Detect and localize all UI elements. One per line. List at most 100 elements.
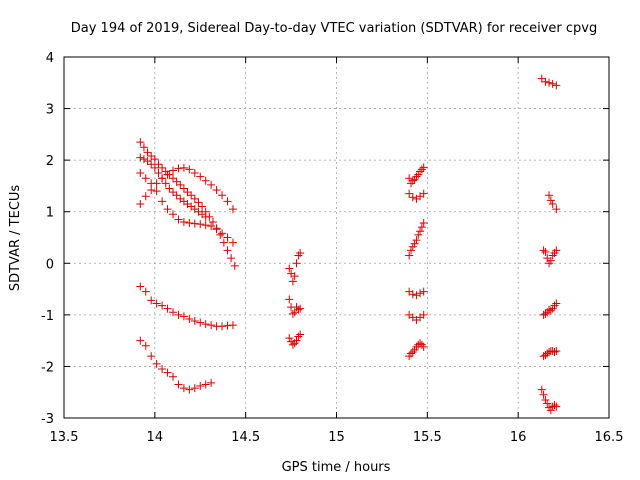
data-point bbox=[552, 205, 561, 214]
data-point bbox=[541, 309, 550, 318]
data-point bbox=[227, 254, 236, 263]
data-point bbox=[141, 174, 150, 183]
data-point bbox=[201, 221, 210, 230]
data-point bbox=[190, 169, 199, 178]
x-tick-label: 16 bbox=[510, 430, 527, 445]
data-point bbox=[212, 186, 221, 195]
series-arc-l bbox=[405, 219, 428, 260]
data-point bbox=[179, 312, 188, 321]
data-point bbox=[541, 247, 550, 256]
x-tick-label: 13.5 bbox=[50, 430, 79, 445]
data-point bbox=[196, 318, 205, 327]
data-point bbox=[419, 287, 428, 296]
y-axis-label: SDTVAR / TECUs bbox=[8, 185, 23, 292]
data-point bbox=[174, 380, 183, 389]
data-point bbox=[541, 395, 550, 404]
data-point bbox=[223, 233, 232, 242]
series-arc-h bbox=[285, 295, 305, 318]
data-point bbox=[417, 223, 426, 232]
data-point bbox=[207, 378, 216, 387]
data-point bbox=[158, 197, 167, 206]
data-point bbox=[216, 230, 225, 239]
data-point bbox=[285, 264, 294, 273]
y-tick-label: 3 bbox=[46, 103, 54, 118]
data-point bbox=[296, 248, 305, 257]
data-point bbox=[196, 382, 205, 391]
data-point bbox=[207, 222, 216, 231]
data-point bbox=[208, 218, 217, 227]
data-point bbox=[290, 272, 299, 281]
chart-title: Day 194 of 2019, Sidereal Day-to-day VTE… bbox=[71, 21, 597, 36]
data-point bbox=[406, 246, 415, 255]
x-axis-label: GPS time / hours bbox=[282, 460, 391, 475]
data-point bbox=[552, 346, 561, 355]
data-point bbox=[139, 143, 148, 152]
data-point bbox=[158, 163, 167, 172]
data-point bbox=[136, 336, 145, 345]
data-point bbox=[416, 289, 425, 298]
data-point bbox=[163, 304, 172, 313]
data-point bbox=[223, 197, 232, 206]
data-point bbox=[219, 238, 228, 247]
data-point bbox=[419, 310, 428, 319]
y-tick-label: 0 bbox=[46, 257, 54, 272]
data-point bbox=[546, 306, 555, 315]
data-point bbox=[201, 320, 210, 329]
data-point bbox=[552, 299, 561, 308]
data-point bbox=[546, 196, 555, 205]
data-point bbox=[223, 246, 232, 255]
data-point bbox=[408, 193, 417, 202]
series-arc-j bbox=[405, 163, 428, 188]
data-point bbox=[550, 301, 559, 310]
data-point bbox=[136, 138, 145, 147]
series-arc-e bbox=[136, 282, 237, 331]
data-point bbox=[545, 305, 554, 314]
data-point bbox=[296, 304, 305, 313]
series-arc-q bbox=[545, 191, 561, 214]
data-point bbox=[218, 191, 227, 200]
data-point bbox=[185, 219, 194, 228]
data-point bbox=[194, 198, 203, 207]
data-point bbox=[292, 259, 301, 268]
data-point bbox=[174, 310, 183, 319]
data-point bbox=[294, 332, 303, 341]
data-point bbox=[412, 236, 421, 245]
data-point bbox=[147, 352, 156, 361]
data-point bbox=[136, 153, 145, 162]
x-tick-label: 15.5 bbox=[413, 430, 442, 445]
data-point bbox=[152, 187, 161, 196]
data-point bbox=[218, 229, 227, 238]
data-point bbox=[419, 219, 428, 228]
series-arc-p bbox=[537, 74, 561, 90]
series-arc-m bbox=[405, 287, 428, 300]
data-point bbox=[190, 194, 199, 203]
data-point bbox=[412, 172, 421, 181]
series-arc-f bbox=[136, 336, 216, 394]
points-layer bbox=[136, 74, 561, 415]
data-point bbox=[417, 340, 426, 349]
data-point bbox=[154, 169, 163, 178]
data-point bbox=[416, 167, 425, 176]
data-point bbox=[147, 179, 156, 188]
data-point bbox=[550, 401, 559, 410]
y-tick-label: 4 bbox=[46, 51, 54, 66]
data-point bbox=[136, 282, 145, 291]
data-point bbox=[201, 212, 210, 221]
data-point bbox=[176, 180, 185, 189]
data-point bbox=[174, 215, 183, 224]
data-point bbox=[537, 385, 546, 394]
data-point bbox=[552, 81, 561, 90]
data-point bbox=[541, 77, 550, 86]
data-point bbox=[198, 202, 207, 211]
data-point bbox=[141, 287, 150, 296]
data-point bbox=[223, 321, 232, 330]
data-point bbox=[419, 189, 428, 198]
data-point bbox=[158, 301, 167, 310]
data-point bbox=[416, 339, 425, 348]
grid-layer bbox=[64, 57, 609, 418]
data-point bbox=[419, 342, 428, 351]
data-point bbox=[196, 172, 205, 181]
ticks-layer: 13.5 14 14.5 15 15.5 16 16.5 -3 -2 -1 0 1 2 3 4 bbox=[41, 51, 623, 445]
y-tick-label: -3 bbox=[41, 412, 54, 427]
y-tick-label: -1 bbox=[41, 309, 54, 324]
